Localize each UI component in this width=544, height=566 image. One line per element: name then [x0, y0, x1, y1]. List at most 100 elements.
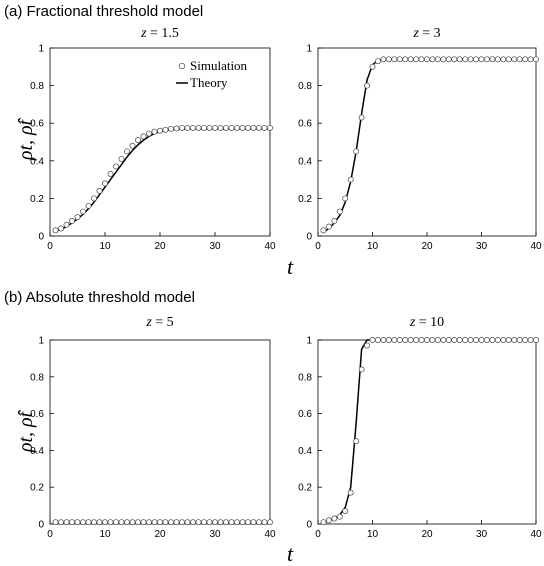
simulation-point: [124, 519, 130, 526]
simulation-point: [527, 337, 534, 343]
simulation-point: [440, 56, 447, 63]
plot-frame: [317, 47, 537, 237]
simulation-point: [135, 137, 141, 144]
simulation-point: [325, 517, 332, 524]
simulation-point: [162, 519, 169, 526]
simulation-point: [500, 56, 507, 63]
simulation-point: [173, 125, 180, 132]
simulation-point: [195, 519, 202, 526]
theory-line: [323, 339, 536, 523]
x-tick-label: 40: [264, 241, 276, 252]
section-label-a: (a) Fractional threshold model: [4, 3, 203, 20]
y-tick-label: 0.4: [30, 446, 44, 457]
simulation-point: [358, 114, 365, 121]
simulation-point: [239, 519, 246, 526]
simulation-point: [364, 342, 370, 349]
panels: ρt, ρ̂tρt, ρ̂tz = 1.50 10 20 30 4000.20.40.6…: [15, 26, 542, 540]
x-axis-label-b: t: [287, 541, 294, 566]
simulation-point: [80, 519, 86, 526]
simulation-point: [58, 519, 64, 526]
x-tick-label: 0: [315, 529, 321, 540]
simulation-point: [223, 519, 229, 526]
x-tick-label: 10: [99, 241, 111, 252]
legend-simulation-marker: [178, 62, 186, 70]
simulation-point: [107, 171, 114, 177]
simulation-point: [173, 519, 180, 526]
simulation-point: [489, 56, 496, 63]
simulation-point: [484, 56, 490, 63]
panel-title-variable: z: [145, 315, 152, 330]
x-tick-label: 40: [530, 241, 542, 252]
x-tick-label: 10: [367, 529, 379, 540]
simulation-point: [467, 337, 474, 343]
simulation-point: [347, 176, 354, 183]
simulation-point: [500, 337, 507, 343]
theory-line: [55, 128, 270, 233]
simulation-point: [168, 519, 174, 526]
simulation-point: [52, 227, 59, 234]
simulation-point: [494, 337, 501, 343]
y-tick-label: 0: [38, 232, 44, 243]
simulation-point: [353, 438, 360, 445]
simulation-point: [212, 124, 218, 131]
simulation-point: [462, 56, 469, 63]
simulation-point: [331, 218, 338, 224]
simulation-point: [456, 56, 463, 63]
x-tick-label: 40: [530, 529, 542, 540]
simulation-point: [239, 124, 246, 131]
panel-title: z = 10: [409, 315, 444, 330]
simulation-point: [336, 513, 343, 520]
simulation-point: [261, 124, 268, 131]
simulation-point: [451, 56, 458, 63]
simulation-point: [511, 337, 518, 343]
simulation-point: [434, 337, 441, 343]
y-tick-label: 0.4: [298, 446, 312, 457]
y-tick-label: 0.6: [30, 119, 44, 130]
simulation-point: [63, 221, 70, 228]
x-tick-label: 10: [367, 241, 379, 252]
simulation-point: [267, 124, 273, 131]
simulation-point: [74, 214, 81, 221]
y-tick-label: 0.2: [30, 194, 44, 205]
simulation-point: [396, 56, 403, 63]
simulation-point: [195, 124, 202, 131]
y-tick-label: 0.8: [298, 81, 312, 92]
simulation-point: [85, 519, 92, 526]
simulation-point: [445, 337, 452, 343]
simulation-point: [212, 519, 218, 526]
panel-title-value: = 1.5: [147, 26, 179, 41]
x-tick-label: 30: [476, 241, 488, 252]
y-tick-label: 0: [306, 520, 312, 531]
simulation-point: [206, 124, 213, 131]
simulation-point: [320, 519, 327, 526]
legend: Simulation Theory: [176, 58, 248, 90]
simulation-point: [201, 124, 207, 131]
panel-title-variable: z: [140, 26, 147, 41]
plot-frame: [49, 339, 271, 525]
simulation-point: [179, 519, 185, 526]
simulation-point: [245, 519, 251, 526]
simulation-point: [118, 155, 125, 162]
y-tick-label: 0.8: [30, 81, 44, 92]
y-tick-label: 0.4: [298, 156, 312, 167]
simulation-point: [140, 133, 147, 140]
y-tick-label: 0.6: [298, 409, 312, 420]
simulation-point: [353, 148, 360, 155]
simulation-point: [107, 519, 114, 526]
simulation-point: [434, 56, 441, 63]
x-tick-label: 20: [154, 241, 166, 252]
x-tick-label: 20: [421, 529, 433, 540]
simulation-point: [168, 125, 174, 132]
simulation-point: [473, 337, 479, 343]
simulation-point: [151, 519, 158, 526]
simulation-point: [228, 519, 235, 526]
simulation-point: [146, 519, 152, 526]
simulation-point: [478, 56, 485, 63]
simulation-point: [451, 337, 458, 343]
simulation-point: [217, 124, 224, 131]
simulation-point: [375, 58, 381, 65]
simulation-point: [342, 508, 349, 515]
panel-title-value: = 10: [415, 315, 444, 330]
simulation-point: [179, 124, 185, 131]
simulation-point: [250, 124, 257, 131]
